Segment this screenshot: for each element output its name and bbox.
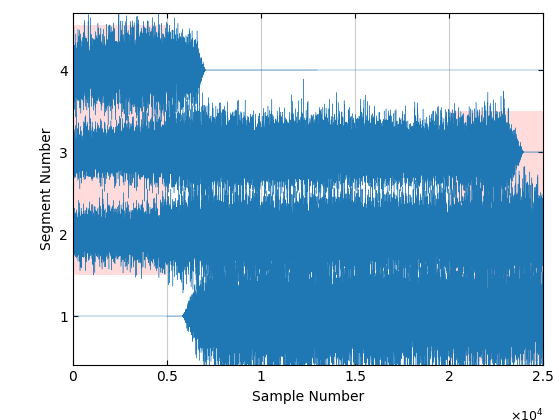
X-axis label: Sample Number: Sample Number bbox=[252, 390, 364, 404]
Y-axis label: Segment Number: Segment Number bbox=[40, 128, 54, 250]
Text: $\times10^{4}$: $\times10^{4}$ bbox=[510, 408, 543, 420]
Bar bbox=[73, 25, 167, 275]
Bar bbox=[449, 111, 543, 361]
